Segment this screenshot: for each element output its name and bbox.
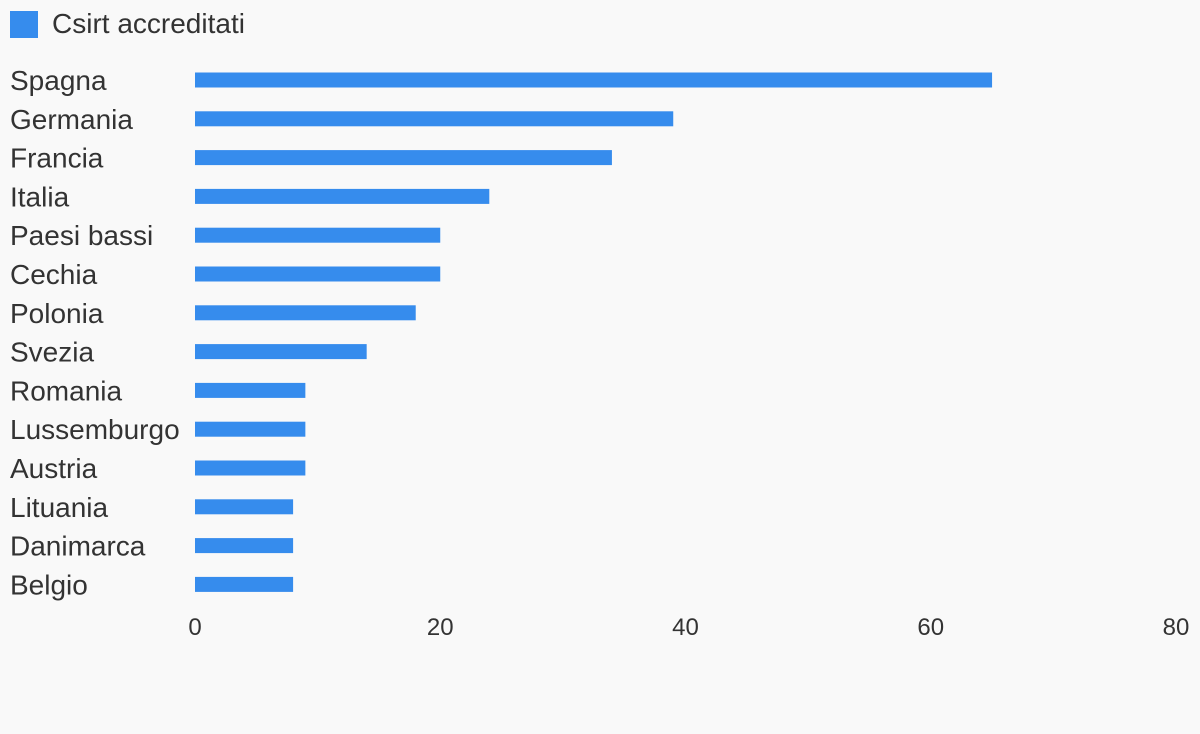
category-label: Germania — [10, 104, 133, 135]
bar — [195, 227, 441, 243]
category-label: Romania — [10, 375, 122, 406]
bar — [195, 305, 416, 321]
category-label: Polonia — [10, 298, 104, 329]
x-tick-label: 0 — [188, 614, 201, 641]
category-label: Paesi bassi — [10, 220, 153, 251]
category-label: Danimarca — [10, 531, 146, 562]
category-label: Spagna — [10, 65, 107, 96]
bar — [195, 188, 490, 204]
bar — [195, 266, 441, 282]
bar — [195, 499, 294, 515]
bar — [195, 150, 612, 166]
legend-label: Csirt accreditati — [52, 8, 245, 39]
category-label: Austria — [10, 453, 98, 484]
category-label: Belgio — [10, 569, 88, 600]
category-label: Cechia — [10, 259, 98, 290]
x-tick-label: 60 — [917, 614, 944, 641]
bar — [195, 576, 294, 592]
bar — [195, 460, 306, 476]
category-label: Lituania — [10, 492, 109, 523]
x-tick-label: 40 — [672, 614, 699, 641]
bar — [195, 421, 306, 437]
bar — [195, 382, 306, 398]
legend-swatch — [10, 10, 38, 38]
bar — [195, 111, 674, 127]
x-tick-label: 80 — [1163, 614, 1190, 641]
bar — [195, 344, 367, 360]
category-label: Italia — [10, 181, 70, 212]
bar — [195, 72, 993, 88]
bar — [195, 538, 294, 554]
category-label: Lussemburgo — [10, 414, 180, 445]
x-tick-label: 20 — [427, 614, 454, 641]
legend: Csirt accreditati — [10, 10, 245, 38]
category-label: Svezia — [10, 337, 94, 368]
category-label: Francia — [10, 143, 104, 174]
